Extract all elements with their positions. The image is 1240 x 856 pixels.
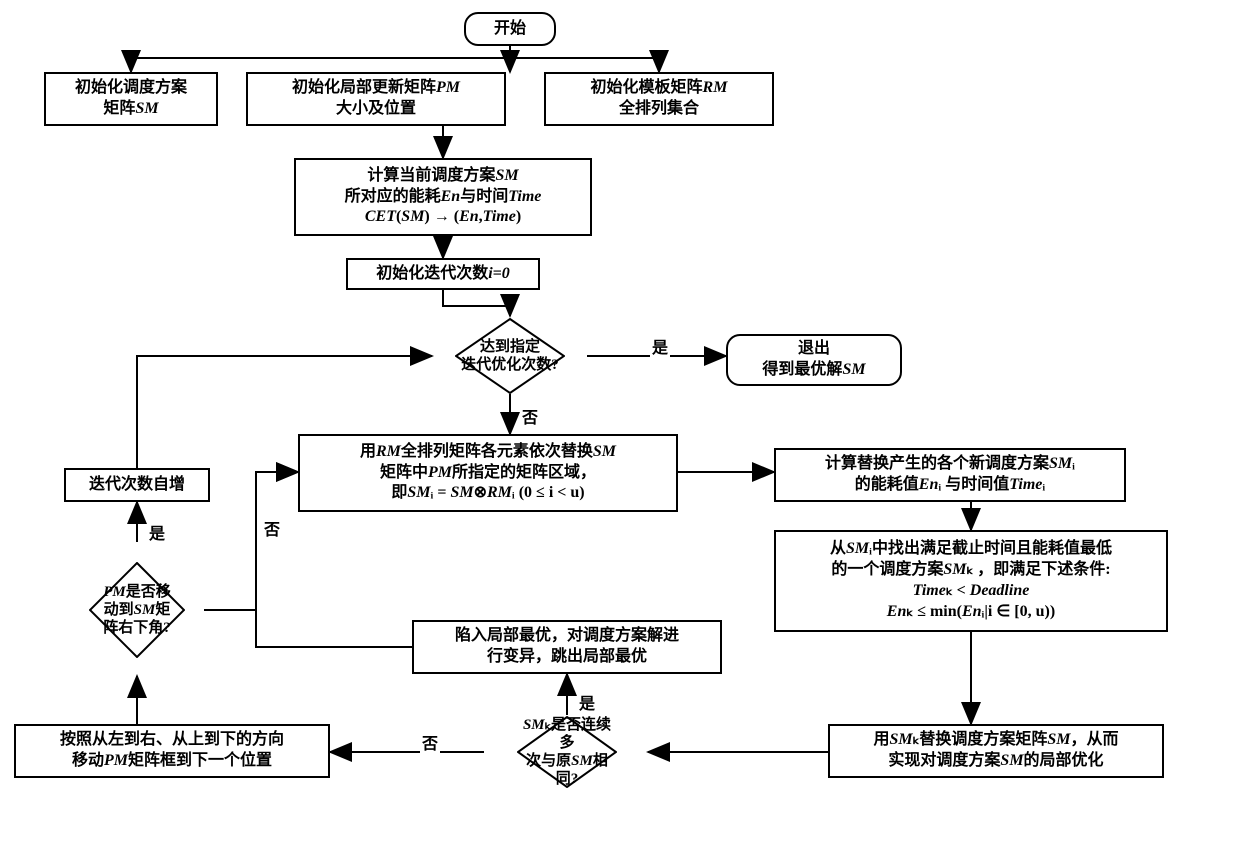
calc_cet-label: 计算当前调度方案SM所对应的能耗En与时间TimeCET(SM) → (En,T…: [345, 166, 542, 228]
init_pm-label: 初始化局部更新矩阵PM大小及位置: [292, 78, 460, 120]
edge-label-d_iter-exit: 是: [650, 334, 670, 358]
exit-label: 退出得到最优解SM: [762, 339, 865, 381]
move_pm: 按照从左到右、从上到下的方向移动PM矩阵框到下一个位置: [14, 724, 330, 778]
edge-d_pm-replace: [204, 472, 298, 610]
edge-label-d_pm-replace: 否: [262, 516, 282, 540]
d_iter-label: 达到指定迭代优化次数?: [461, 338, 559, 374]
edge-start-init_sm: [131, 58, 510, 72]
calc_new: 计算替换产生的各个新调度方案SMᵢ的能耗值Enᵢ 与时间值Timeᵢ: [774, 448, 1126, 502]
start-label: 开始: [494, 19, 526, 40]
init_sm: 初始化调度方案矩阵SM: [44, 72, 218, 126]
inc: 迭代次数自增: [64, 468, 210, 502]
edge-label-d_same-move_pm: 否: [420, 730, 440, 754]
d_pm-label: PM是否移动到SM矩阵右下角?: [103, 583, 171, 637]
d_same-label: SMₖ是否连续多次与原SM相同?: [517, 716, 617, 788]
replace: 用RM全排列矩阵各元素依次替换SM矩阵中PM所指定的矩阵区域，即SMᵢ = SM…: [298, 434, 678, 512]
init_pm: 初始化局部更新矩阵PM大小及位置: [246, 72, 506, 126]
sub_k: 用SMₖ替换调度方案矩阵SM，从而实现对调度方案SM的局部优化: [828, 724, 1164, 778]
edge-init_i-d_iter: [443, 290, 510, 316]
calc_new-label: 计算替换产生的各个新调度方案SMᵢ的能耗值Enᵢ 与时间值Timeᵢ: [825, 454, 1075, 496]
d_iter: 达到指定迭代优化次数?: [455, 318, 565, 394]
mutate: 陷入局部最优，对调度方案解进行变异，跳出局部最优: [412, 620, 722, 674]
find_k-label: 从SMᵢ中找出满足截止时间且能耗值最低的一个调度方案SMₖ ，即满足下述条件:T…: [830, 539, 1112, 622]
move_pm-label: 按照从左到右、从上到下的方向移动PM矩阵框到下一个位置: [60, 730, 284, 772]
sub_k-label: 用SMₖ替换调度方案矩阵SM，从而实现对调度方案SM的局部优化: [873, 730, 1118, 772]
find_k: 从SMᵢ中找出满足截止时间且能耗值最低的一个调度方案SMₖ ，即满足下述条件:T…: [774, 530, 1168, 632]
edge-label-d_pm-inc: 是: [147, 520, 167, 544]
exit: 退出得到最优解SM: [726, 334, 902, 386]
init_rm: 初始化模板矩阵RM全排列集合: [544, 72, 774, 126]
init_i: 初始化迭代次数i=0: [346, 258, 540, 290]
calc_cet: 计算当前调度方案SM所对应的能耗En与时间TimeCET(SM) → (En,T…: [294, 158, 592, 236]
init_rm-label: 初始化模板矩阵RM全排列集合: [591, 78, 728, 120]
mutate-label: 陷入局部最优，对调度方案解进行变异，跳出局部最优: [455, 626, 679, 668]
inc-label: 迭代次数自增: [89, 475, 185, 496]
d_pm: PM是否移动到SM矩阵右下角?: [89, 562, 185, 658]
edge-label-d_same-mutate: 是: [577, 690, 597, 714]
edge-label-d_iter-replace: 否: [520, 404, 540, 428]
init_i-label: 初始化迭代次数i=0: [376, 264, 510, 285]
d_same: SMₖ是否连续多次与原SM相同?: [517, 716, 617, 788]
init_sm-label: 初始化调度方案矩阵SM: [75, 78, 187, 120]
edge-start-init_rm: [510, 58, 659, 72]
start: 开始: [464, 12, 556, 46]
replace-label: 用RM全排列矩阵各元素依次替换SM矩阵中PM所指定的矩阵区域，即SMᵢ = SM…: [360, 442, 616, 504]
